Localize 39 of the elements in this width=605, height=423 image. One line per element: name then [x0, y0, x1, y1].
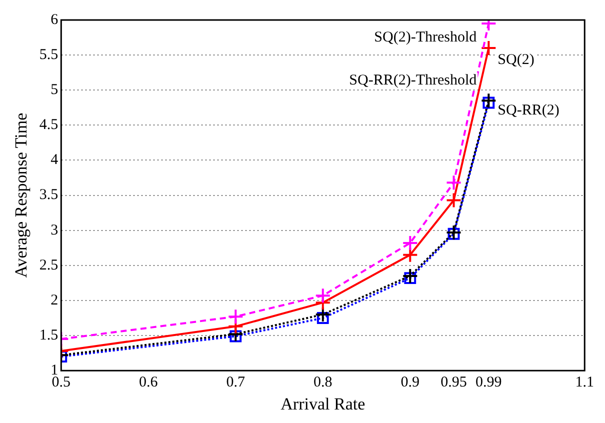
y-tick-label: 4.5	[39, 117, 58, 134]
point	[402, 268, 418, 284]
y-tick-label: 3.5	[39, 187, 58, 204]
x-tick-label: 0.5	[52, 374, 71, 391]
y-tick-label: 1.5	[39, 327, 58, 344]
x-tick-label: 1.1	[575, 374, 594, 391]
point	[446, 192, 462, 208]
x-tick-label: 0.8	[314, 374, 332, 391]
y-axis-title: Average Response Time	[12, 112, 31, 278]
y-tick-label: 2.5	[39, 257, 58, 274]
point	[448, 228, 460, 240]
point	[230, 330, 242, 342]
y-tick-label: 5	[50, 82, 58, 98]
point	[314, 306, 331, 323]
series-label: SQ-RR(2)	[498, 102, 560, 119]
y-tick-label: 6	[50, 12, 59, 28]
x-tick-label: 0.99	[476, 374, 502, 391]
point	[228, 308, 244, 325]
series-label: SQ-RR(2)-Threshold	[349, 72, 478, 89]
series-label: SQ(2)	[498, 52, 534, 68]
point	[480, 40, 497, 56]
x-tick-label: 0.7	[226, 374, 246, 391]
y-tick-label: 2	[50, 292, 58, 308]
y-tick-label: 5.5	[39, 47, 58, 63]
point	[404, 272, 416, 284]
x-tick-label: 0.95	[440, 374, 467, 391]
point	[316, 312, 329, 324]
point	[402, 234, 418, 251]
series-label: SQ(2)-Threshold	[374, 29, 478, 46]
y-tick-label: 4	[50, 152, 59, 168]
point	[480, 92, 497, 109]
point	[314, 288, 331, 304]
point	[446, 224, 462, 240]
x-tick-label: 0.6	[139, 374, 158, 391]
point	[482, 96, 495, 109]
y-tick-label: 3	[50, 222, 58, 238]
x-axis-title: Arrival Rate	[280, 394, 366, 414]
point	[446, 174, 462, 191]
x-tick-label: 0.9	[400, 374, 420, 391]
